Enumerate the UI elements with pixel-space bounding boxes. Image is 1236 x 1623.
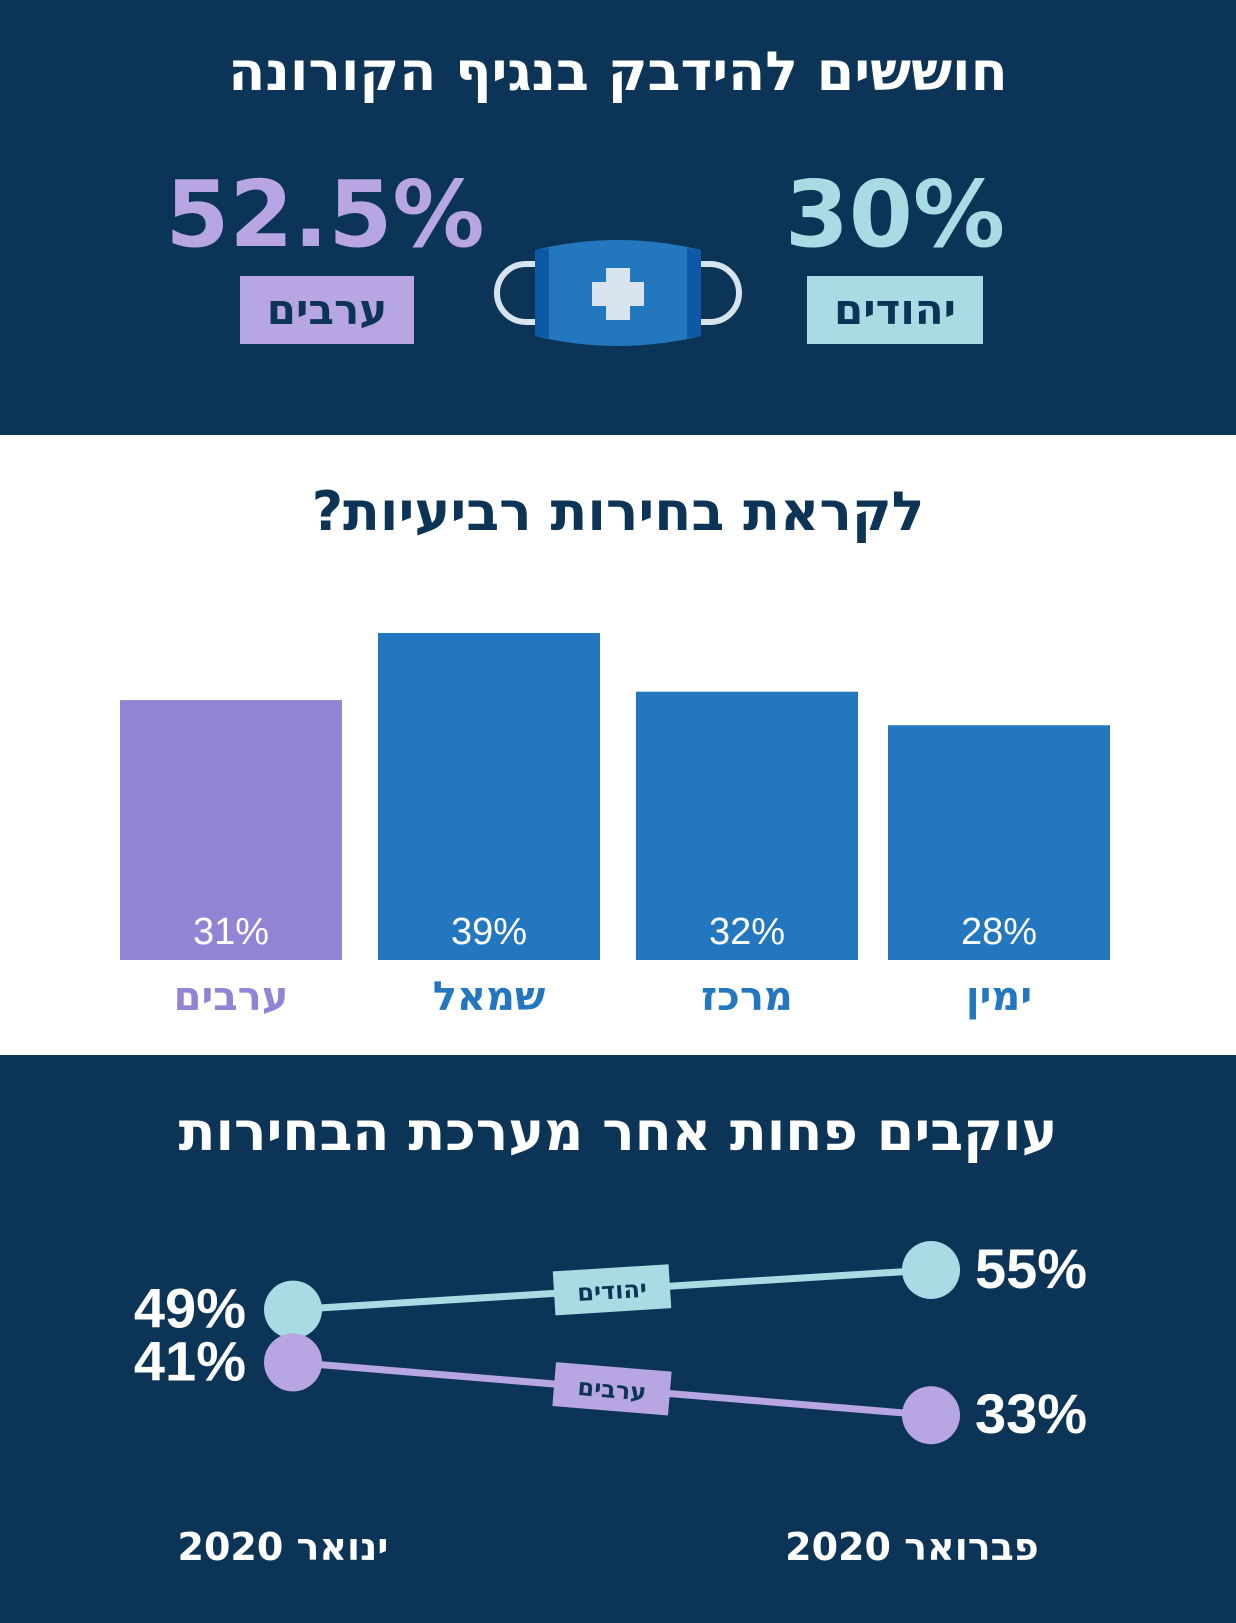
x-label-january: ינואר 2020 (177, 1525, 389, 1569)
bar-3 (888, 725, 1110, 960)
bar-chart: 31% ערבים 39% שמאל 32% מרכז 28% ימין (120, 633, 1110, 1020)
line-chart: 49% 55% יהודים 41% 33% ערבים (134, 1237, 1087, 1445)
series-value-start-1: 41% (134, 1329, 246, 1392)
x-label-february: פברואר 2020 (785, 1525, 1039, 1569)
series-name-0: יהודים (576, 1275, 647, 1307)
series-point-end-0 (902, 1241, 960, 1299)
bar-category-label-0: ערבים (174, 974, 289, 1020)
arabs-fear-value: 52.5% (165, 161, 485, 268)
fourth-elections-title: לקראת בחירות רביעיות? (311, 480, 925, 543)
bar-value-label-1: 39% (451, 911, 527, 953)
corona-fear-section: חוששים להידבק בנגיף הקורונה 52.5% ערבים … (0, 0, 1236, 435)
bar-0 (120, 700, 342, 960)
elections-tracking-section: עוקבים פחות אחר מערכת הבחירות 49% 55% יהוד… (0, 1055, 1236, 1623)
bar-value-label-0: 31% (193, 911, 269, 953)
jews-label-box: יהודים (807, 276, 983, 344)
series-name-tag-0: יהודים (552, 1264, 672, 1316)
series-name-1: ערבים (576, 1373, 647, 1407)
series-value-end-0: 55% (975, 1237, 1087, 1300)
bar-category-label-3: ימין (966, 974, 1032, 1020)
bar-1 (378, 633, 600, 960)
series-point-start-1 (264, 1333, 322, 1392)
series-value-start-0: 49% (134, 1277, 246, 1340)
face-mask-icon (494, 240, 742, 346)
series-point-start-0 (264, 1280, 322, 1339)
series-name-tag-1: ערבים (552, 1362, 672, 1416)
series-point-end-1 (902, 1386, 960, 1445)
bar-category-label-1: שמאל (433, 974, 546, 1020)
elections-tracking-title: עוקבים פחות אחר מערכת הבחירות (178, 1100, 1058, 1163)
fourth-elections-section: לקראת בחירות רביעיות? 31% ערבים 39% שמאל 32%… (0, 435, 1236, 1055)
bar-value-label-2: 32% (709, 911, 785, 953)
jews-fear-value: 30% (784, 161, 1006, 268)
series-value-end-1: 33% (975, 1382, 1087, 1445)
corona-fear-title: חוששים להידבק בנגיף הקורונה (228, 40, 1008, 103)
bar-category-label-2: מרכז (701, 974, 793, 1020)
bar-2 (636, 691, 858, 960)
bar-value-label-3: 28% (961, 911, 1037, 953)
arabs-label-box: ערבים (240, 276, 414, 344)
